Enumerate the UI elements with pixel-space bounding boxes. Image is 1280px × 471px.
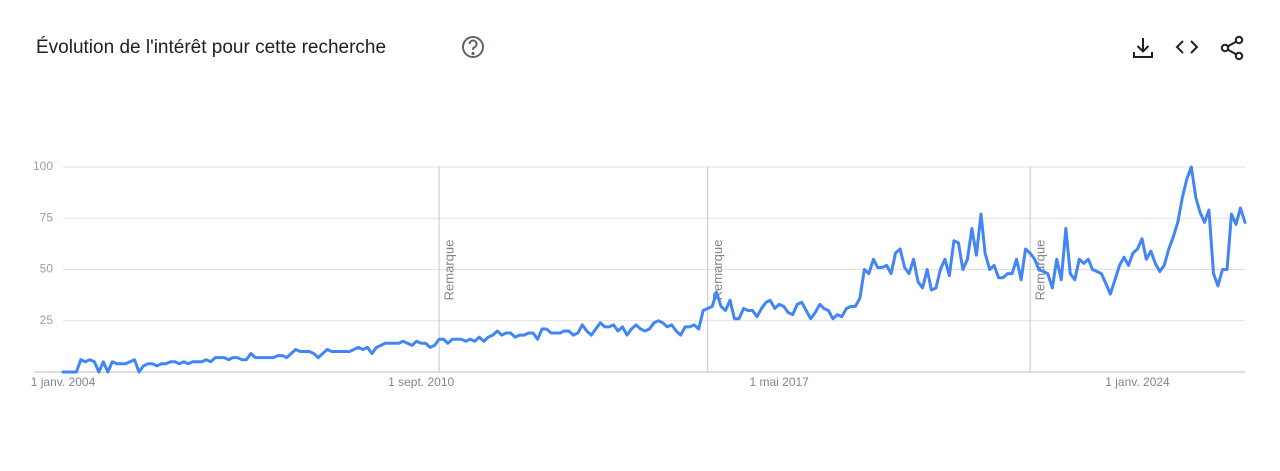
y-tick-label: 50 [40, 262, 54, 276]
x-tick-label: 1 janv. 2004 [31, 375, 96, 389]
chart-title: Évolution de l'intérêt pour cette recher… [36, 37, 386, 58]
y-tick-label: 75 [40, 210, 54, 224]
y-tick-label: 100 [33, 159, 53, 173]
y-tick-label: 25 [40, 313, 54, 327]
download-button[interactable] [1133, 38, 1153, 58]
x-tick-label: 1 janv. 2024 [1105, 375, 1170, 389]
note-label: Remarque [442, 240, 457, 301]
x-tick-label: 1 mai 2017 [749, 375, 809, 389]
share-button[interactable] [1220, 35, 1244, 61]
series-line [61, 165, 1247, 374]
note-label: Remarque [710, 240, 725, 301]
x-tick-label: 1 sept. 2010 [388, 375, 454, 389]
help-icon[interactable] [462, 36, 484, 58]
embed-button[interactable] [1175, 40, 1199, 54]
